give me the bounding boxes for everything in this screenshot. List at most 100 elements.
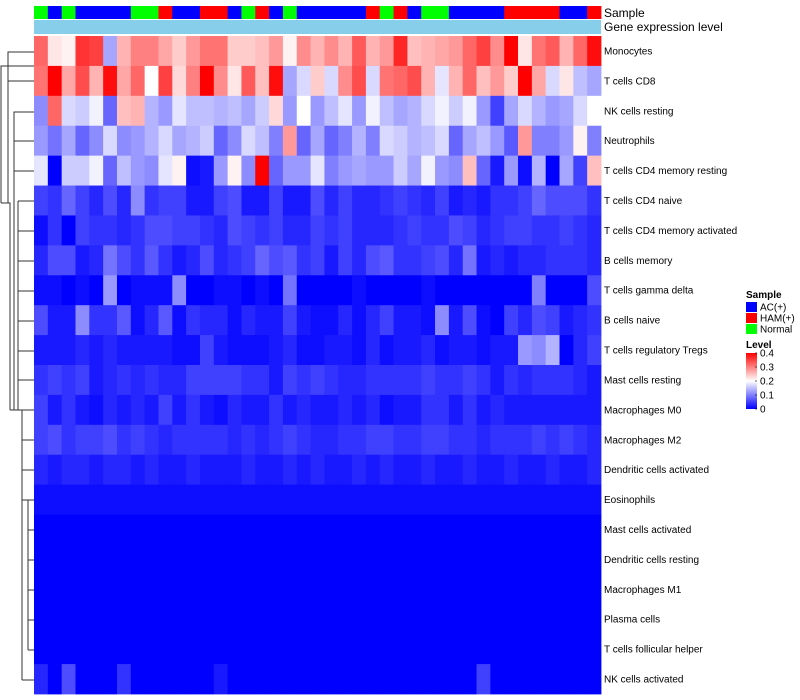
heatmap-cell	[421, 365, 436, 396]
heatmap-cell	[89, 185, 104, 216]
heatmap-cell	[518, 185, 533, 216]
heatmap-cell	[462, 604, 477, 635]
heatmap-cell	[310, 484, 325, 515]
heatmap-cell	[116, 365, 132, 396]
heatmap-cell	[34, 245, 49, 276]
heatmap-cell	[186, 215, 201, 246]
sample-annotation-cell	[199, 6, 215, 19]
heatmap-cell	[34, 394, 49, 426]
heatmap-cell	[462, 245, 477, 276]
heatmap-cell	[573, 574, 588, 605]
heatmap-cell	[158, 514, 173, 545]
heatmap-cell	[504, 305, 519, 336]
row-label: NK cells resting	[604, 106, 673, 117]
heatmap-cell	[103, 394, 118, 426]
heatmap-cell	[421, 305, 436, 336]
heatmap-cell	[116, 514, 132, 545]
row-label: Macrophages M1	[604, 585, 682, 596]
heatmap-cell	[34, 155, 49, 186]
heatmap-cell	[476, 36, 491, 67]
heatmap-cell	[172, 215, 187, 246]
heatmap-cell	[518, 454, 533, 486]
heatmap-cell	[75, 424, 90, 456]
heatmap-cell	[573, 125, 588, 157]
level-tick-label: 0.1	[760, 391, 774, 402]
heatmap-cell	[255, 634, 270, 665]
sample-annotation-cell	[213, 6, 229, 19]
heatmap-cell	[490, 394, 505, 426]
heatmap-cell	[186, 634, 201, 665]
sample-annotation-cell	[282, 6, 298, 19]
heatmap-cell	[421, 664, 436, 695]
heatmap-cell	[172, 185, 187, 216]
heatmap-cell	[144, 544, 159, 575]
heatmap-cell	[393, 394, 408, 426]
heatmap-cell	[573, 604, 588, 635]
level-colorbar	[746, 353, 757, 409]
heatmap-cell	[435, 454, 450, 486]
heatmap-cell	[269, 544, 284, 575]
heatmap-cell	[462, 484, 477, 515]
heatmap-cell	[144, 634, 159, 665]
heatmap-cell	[587, 664, 602, 695]
heatmap-cell	[476, 484, 491, 515]
heatmap-cell	[130, 95, 146, 127]
heatmap-cell	[296, 275, 311, 306]
heatmap-cell	[338, 95, 353, 127]
heatmap-cell	[34, 125, 49, 157]
heatmap-cell	[448, 36, 464, 67]
heatmap-cell	[545, 275, 560, 306]
heatmap-cell	[213, 484, 229, 515]
heatmap-cell	[352, 365, 367, 396]
heatmap-cell	[573, 95, 588, 127]
sample-annotation-cell	[186, 6, 201, 19]
heatmap-cell	[518, 275, 533, 306]
heatmap-cell	[573, 544, 588, 575]
row-label: Monocytes	[604, 46, 652, 57]
heatmap-cell	[103, 245, 118, 276]
heatmap-cell	[269, 155, 284, 186]
heatmap-cell	[34, 365, 49, 396]
heatmap-cell	[379, 275, 394, 306]
heatmap-cell	[158, 245, 173, 276]
heatmap-cell	[199, 36, 215, 67]
heatmap-cell	[61, 484, 76, 515]
sample-annotation-cell	[241, 6, 256, 19]
heatmap-cell	[352, 634, 367, 665]
heatmap-cell	[310, 36, 325, 67]
heatmap-cell	[490, 664, 505, 695]
heatmap-cell	[269, 65, 284, 97]
heatmap-cell	[573, 634, 588, 665]
heatmap-cell	[365, 604, 381, 635]
heatmap-cell	[573, 484, 588, 515]
heatmap-cell	[130, 185, 146, 216]
heatmap-cell	[559, 335, 574, 366]
heatmap-cell	[241, 245, 256, 276]
sample-annotation-cell	[255, 6, 270, 19]
heatmap-cell	[186, 365, 201, 396]
heatmap-cell	[324, 65, 339, 97]
heatmap-cell	[559, 454, 574, 486]
heatmap-cell	[296, 36, 311, 67]
heatmap-cell	[296, 634, 311, 665]
heatmap-cell	[587, 275, 602, 306]
heatmap-cell	[573, 454, 588, 486]
heatmap-cell	[158, 215, 173, 246]
heatmap-cell	[559, 544, 574, 575]
heatmap-cell	[269, 335, 284, 366]
heatmap-cell	[116, 424, 132, 456]
heatmap-cell	[103, 185, 118, 216]
heatmap-cell	[365, 664, 381, 695]
row-label: Macrophages M0	[604, 405, 682, 416]
heatmap-cell	[310, 275, 325, 306]
heatmap-cell	[448, 65, 464, 97]
heatmap-cell	[462, 65, 477, 97]
heatmap-cell	[158, 454, 173, 486]
heatmap-cell	[269, 365, 284, 396]
heatmap-cell	[476, 424, 491, 456]
heatmap-cell	[144, 305, 159, 336]
heatmap-cell	[324, 155, 339, 186]
heatmap-cell	[559, 484, 574, 515]
heatmap-cell	[338, 185, 353, 216]
heatmap-cell	[448, 365, 464, 396]
